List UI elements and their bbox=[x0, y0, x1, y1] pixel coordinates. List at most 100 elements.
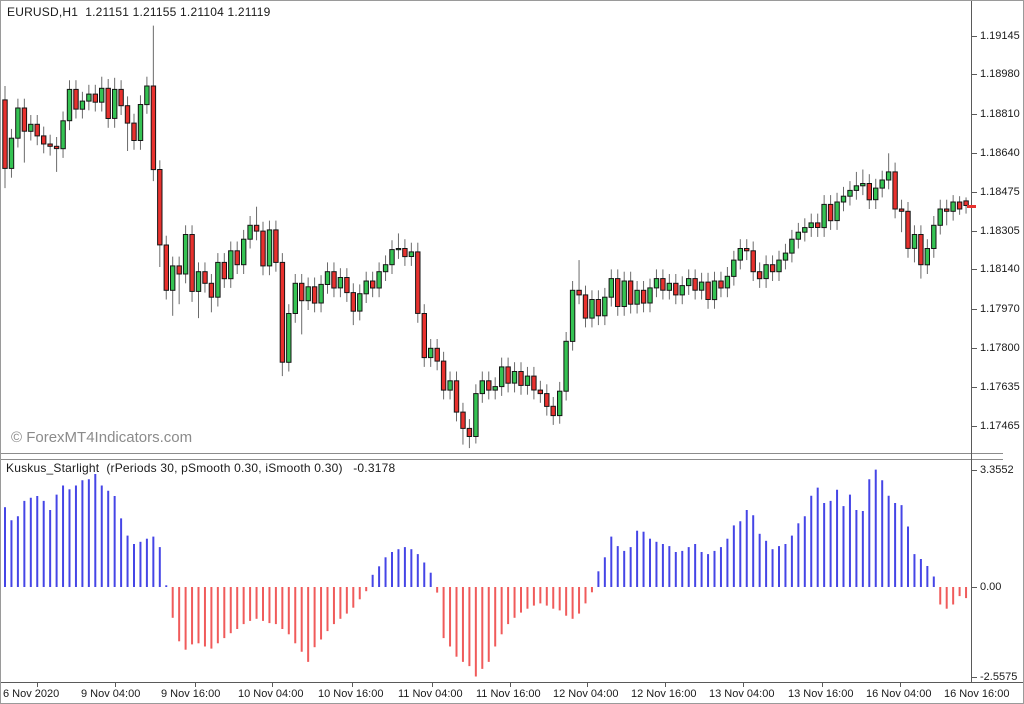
bull-candle bbox=[931, 224, 937, 250]
bull-candle bbox=[653, 278, 660, 289]
bear-candle bbox=[253, 224, 260, 232]
bull-candle bbox=[711, 280, 718, 301]
bear-candle bbox=[157, 169, 163, 246]
bear-candle bbox=[769, 264, 776, 273]
time-axis-tick bbox=[272, 683, 273, 687]
bull-candle bbox=[266, 229, 273, 267]
price-axis-tick bbox=[971, 348, 977, 349]
indicator-chart-canvas[interactable] bbox=[1, 460, 971, 682]
price-axis-tick bbox=[971, 114, 977, 115]
bear-candle bbox=[202, 271, 208, 284]
price-chart-canvas[interactable] bbox=[1, 1, 971, 453]
bull-candle bbox=[763, 264, 769, 280]
bull-candle bbox=[608, 278, 614, 298]
indicator-axis-tick bbox=[971, 587, 977, 588]
bull-candle bbox=[292, 282, 299, 314]
last-price-marker bbox=[967, 205, 976, 208]
bear-candle bbox=[756, 271, 763, 280]
bear-candle bbox=[434, 347, 440, 362]
bear-candle bbox=[440, 360, 447, 391]
bull-candle bbox=[318, 283, 324, 304]
price-axis-label: 1.17635 bbox=[980, 381, 1020, 393]
time-axis-tick bbox=[587, 683, 588, 687]
price-axis-tick bbox=[971, 269, 977, 270]
indicator-axis-label: 0.00 bbox=[980, 581, 1002, 593]
bear-candle bbox=[918, 234, 924, 266]
time-axis-label: 9 Nov 16:00 bbox=[161, 688, 221, 700]
bull-candle bbox=[853, 185, 860, 191]
bear-candle bbox=[615, 278, 621, 308]
bull-candle bbox=[195, 271, 202, 292]
bear-candle bbox=[163, 244, 170, 291]
bear-candle bbox=[221, 261, 228, 280]
time-axis-label: 10 Nov 04:00 bbox=[238, 688, 304, 700]
indicator-header: Kuskus_Starlight (rPeriods 30, pSmooth 0… bbox=[6, 461, 396, 475]
ohlc-quote-header: EURUSD,H1 1.21151 1.21155 1.21104 1.2111… bbox=[7, 5, 271, 19]
pane-divider-top[interactable] bbox=[1, 453, 1003, 454]
time-axis-tick bbox=[822, 683, 823, 687]
bear-candle bbox=[905, 210, 911, 249]
bull-candle bbox=[776, 259, 782, 273]
bull-candle bbox=[879, 179, 885, 189]
bear-candle bbox=[866, 183, 872, 201]
bear-candle bbox=[963, 200, 969, 206]
bear-candle bbox=[118, 88, 124, 107]
bull-candle bbox=[860, 183, 866, 187]
bear-candle bbox=[518, 371, 524, 386]
bull-candle bbox=[511, 371, 518, 384]
bull-candle bbox=[795, 231, 801, 240]
bull-candle bbox=[86, 93, 92, 102]
bull-candle bbox=[389, 249, 395, 266]
bear-candle bbox=[402, 248, 408, 258]
bull-candle bbox=[357, 293, 363, 312]
bull-candle bbox=[834, 201, 840, 222]
bear-candle bbox=[466, 427, 473, 437]
bear-candle bbox=[279, 261, 286, 363]
bear-candle bbox=[537, 389, 543, 395]
bull-candle bbox=[286, 313, 292, 363]
time-axis-tick bbox=[352, 683, 353, 687]
bull-candle bbox=[408, 251, 415, 257]
bear-candle bbox=[415, 251, 421, 314]
bear-candle bbox=[640, 289, 647, 304]
bear-candle bbox=[956, 201, 963, 210]
bull-candle bbox=[802, 227, 808, 233]
bear-candle bbox=[124, 105, 131, 124]
bull-candle bbox=[679, 285, 685, 296]
bear-candle bbox=[260, 230, 266, 267]
bear-candle bbox=[350, 292, 357, 312]
watermark: © ForexMT4Indicators.com bbox=[11, 429, 193, 446]
time-axis-label: 16 Nov 04:00 bbox=[866, 688, 932, 700]
time-axis-tick bbox=[432, 683, 433, 687]
bull-candle bbox=[789, 238, 795, 254]
bear-candle bbox=[944, 208, 950, 212]
bull-candle bbox=[28, 123, 34, 132]
bull-candle bbox=[782, 252, 789, 261]
price-axis-label: 1.18305 bbox=[980, 225, 1020, 237]
bull-candle bbox=[137, 104, 144, 141]
bull-candle bbox=[873, 187, 879, 201]
bull-candle bbox=[428, 347, 434, 359]
bear-candle bbox=[550, 405, 556, 417]
bull-candle bbox=[821, 203, 827, 229]
pane-divider-bottom[interactable] bbox=[1, 459, 1003, 460]
bull-candle bbox=[99, 87, 105, 103]
bull-candle bbox=[337, 277, 344, 289]
bull-candle bbox=[305, 286, 311, 302]
bull-candle bbox=[66, 88, 73, 122]
bear-candle bbox=[827, 203, 834, 222]
bull-candle bbox=[324, 271, 331, 286]
bear-candle bbox=[92, 93, 98, 103]
bull-candle bbox=[8, 137, 15, 169]
bull-candle bbox=[569, 289, 576, 342]
bear-candle bbox=[344, 277, 350, 294]
price-axis-label: 1.17465 bbox=[980, 420, 1020, 432]
bull-candle bbox=[563, 340, 569, 392]
time-axis-label: 13 Nov 04:00 bbox=[709, 688, 775, 700]
price-axis-tick bbox=[971, 231, 977, 232]
bear-candle bbox=[41, 135, 47, 145]
bull-candle bbox=[241, 238, 247, 266]
bull-candle bbox=[395, 248, 402, 251]
bear-candle bbox=[544, 393, 550, 407]
time-axis-tick bbox=[195, 683, 196, 687]
